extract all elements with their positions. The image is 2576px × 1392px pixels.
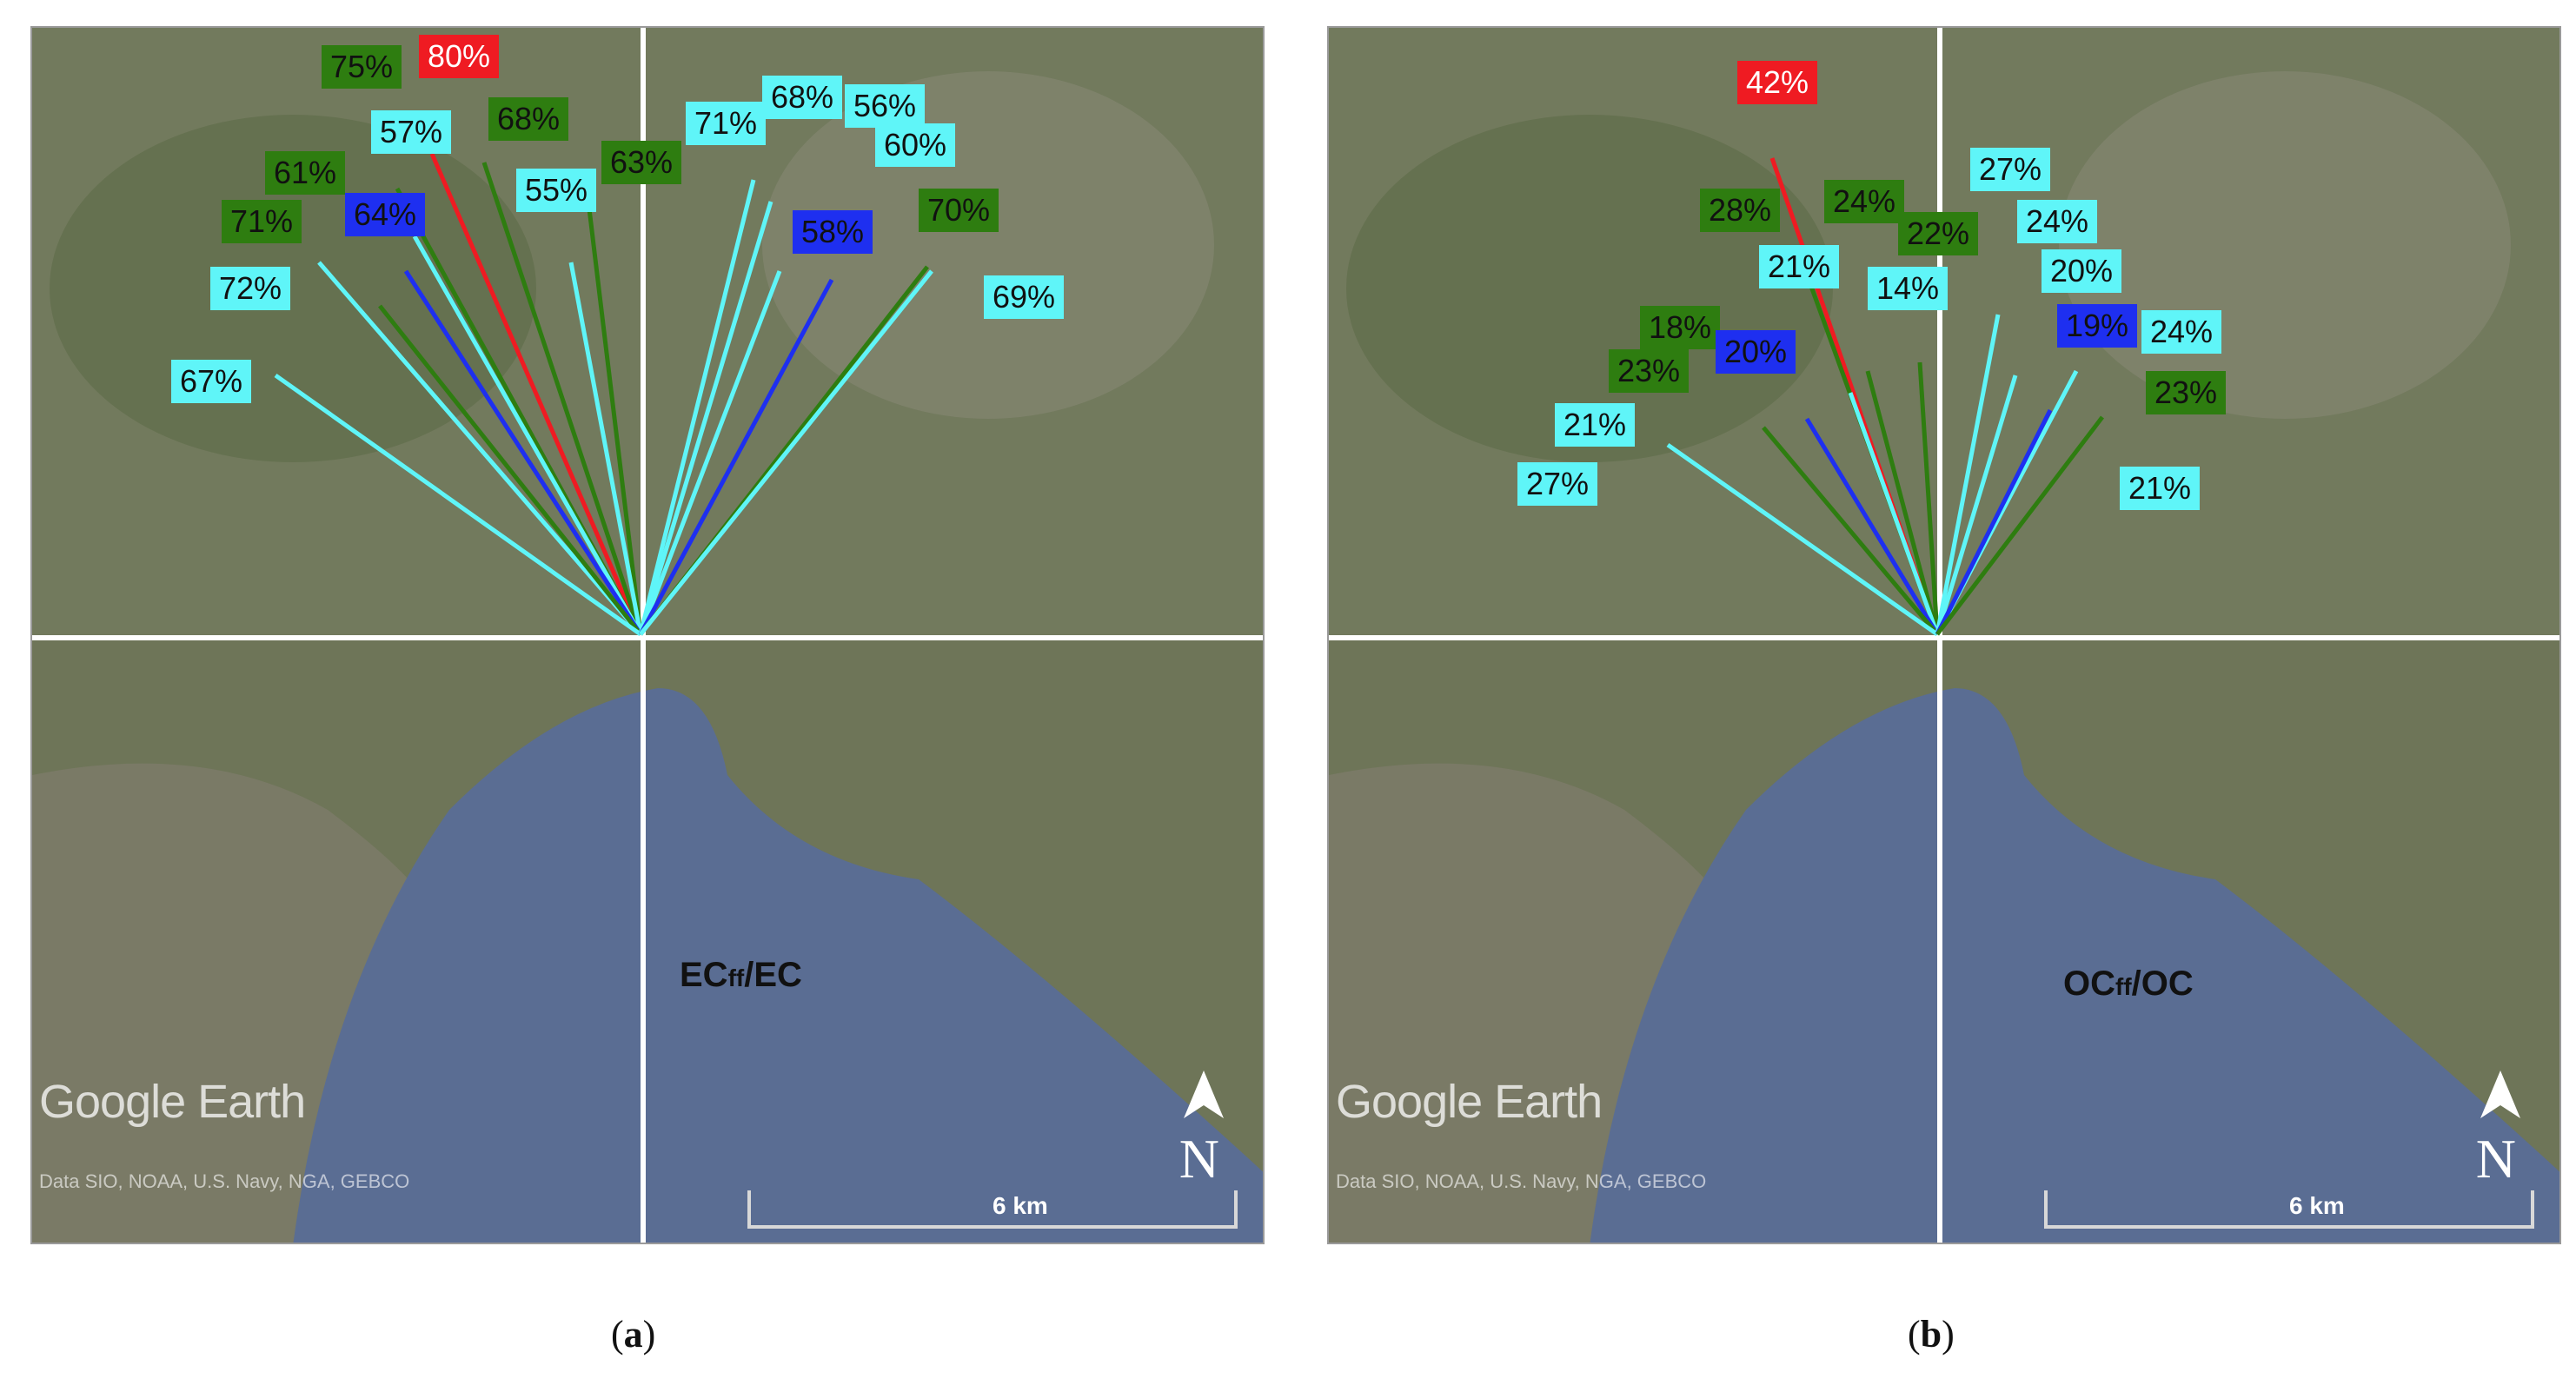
label-19: 19% xyxy=(2057,304,2138,348)
label-67: 67% xyxy=(171,360,252,403)
caption-a: (a) xyxy=(611,1313,656,1356)
satellite-map xyxy=(32,28,1263,1243)
ratio-title: OCff/OC xyxy=(2063,964,2194,1003)
label-70: 70% xyxy=(919,189,999,232)
google-earth-logo: Google Earth xyxy=(1336,1076,1603,1128)
label-23-green: 23% xyxy=(1609,349,1690,393)
label-68-cyan: 68% xyxy=(762,76,843,119)
scale-bar-label: 6 km xyxy=(993,1192,1048,1219)
label-42: 42% xyxy=(1737,61,1818,104)
label-18: 18% xyxy=(1640,306,1721,349)
label-55: 55% xyxy=(516,169,597,212)
google-earth-logo: Google Earth xyxy=(39,1076,306,1128)
label-75: 75% xyxy=(322,45,402,89)
map-panel-b: 42% 28% 24% 22% 21% 14% 18% 20% 23% 21% … xyxy=(1327,26,2561,1244)
label-80: 80% xyxy=(419,35,500,78)
ratio-title: ECff/EC xyxy=(680,956,802,994)
north-arrow-icon: N xyxy=(1178,1128,1219,1190)
label-24-cyan: 24% xyxy=(2017,200,2098,243)
north-arrow-icon: N xyxy=(2475,1128,2516,1190)
label-71-green: 71% xyxy=(222,200,302,243)
label-24-green: 24% xyxy=(1824,180,1905,223)
label-61: 61% xyxy=(265,151,346,195)
map-credits: Data SIO, NOAA, U.S. Navy, NGA, GEBCO xyxy=(1336,1170,1707,1192)
label-21-cyan: 21% xyxy=(1759,245,1840,288)
label-27-right: 27% xyxy=(1970,148,2051,191)
label-71-cyan: 71% xyxy=(686,102,767,145)
label-21-left: 21% xyxy=(1555,403,1636,447)
label-20-cyan: 20% xyxy=(2042,249,2122,293)
label-28: 28% xyxy=(1700,189,1781,232)
label-27-left: 27% xyxy=(1517,462,1598,506)
label-57: 57% xyxy=(371,110,452,154)
label-60: 60% xyxy=(875,123,956,167)
label-72: 72% xyxy=(210,267,291,310)
satellite-map xyxy=(1329,28,2559,1243)
label-23-right: 23% xyxy=(2146,371,2227,414)
scale-bar-label: 6 km xyxy=(2289,1192,2345,1219)
label-20-blue: 20% xyxy=(1716,330,1796,374)
label-56: 56% xyxy=(845,84,926,128)
label-14: 14% xyxy=(1868,267,1949,310)
map-credits: Data SIO, NOAA, U.S. Navy, NGA, GEBCO xyxy=(39,1170,410,1192)
caption-b: (b) xyxy=(1908,1313,1955,1356)
label-64: 64% xyxy=(345,193,426,236)
label-69: 69% xyxy=(984,275,1065,319)
label-63: 63% xyxy=(601,141,682,184)
label-68: 68% xyxy=(488,97,569,141)
label-21-right: 21% xyxy=(2120,467,2201,510)
label-22: 22% xyxy=(1898,212,1979,255)
label-58: 58% xyxy=(793,210,873,254)
label-24-right: 24% xyxy=(2141,310,2222,354)
map-panel-a: 75% 80% 57% 68% 61% 55% 63% 71% 64% 72% … xyxy=(30,26,1265,1244)
